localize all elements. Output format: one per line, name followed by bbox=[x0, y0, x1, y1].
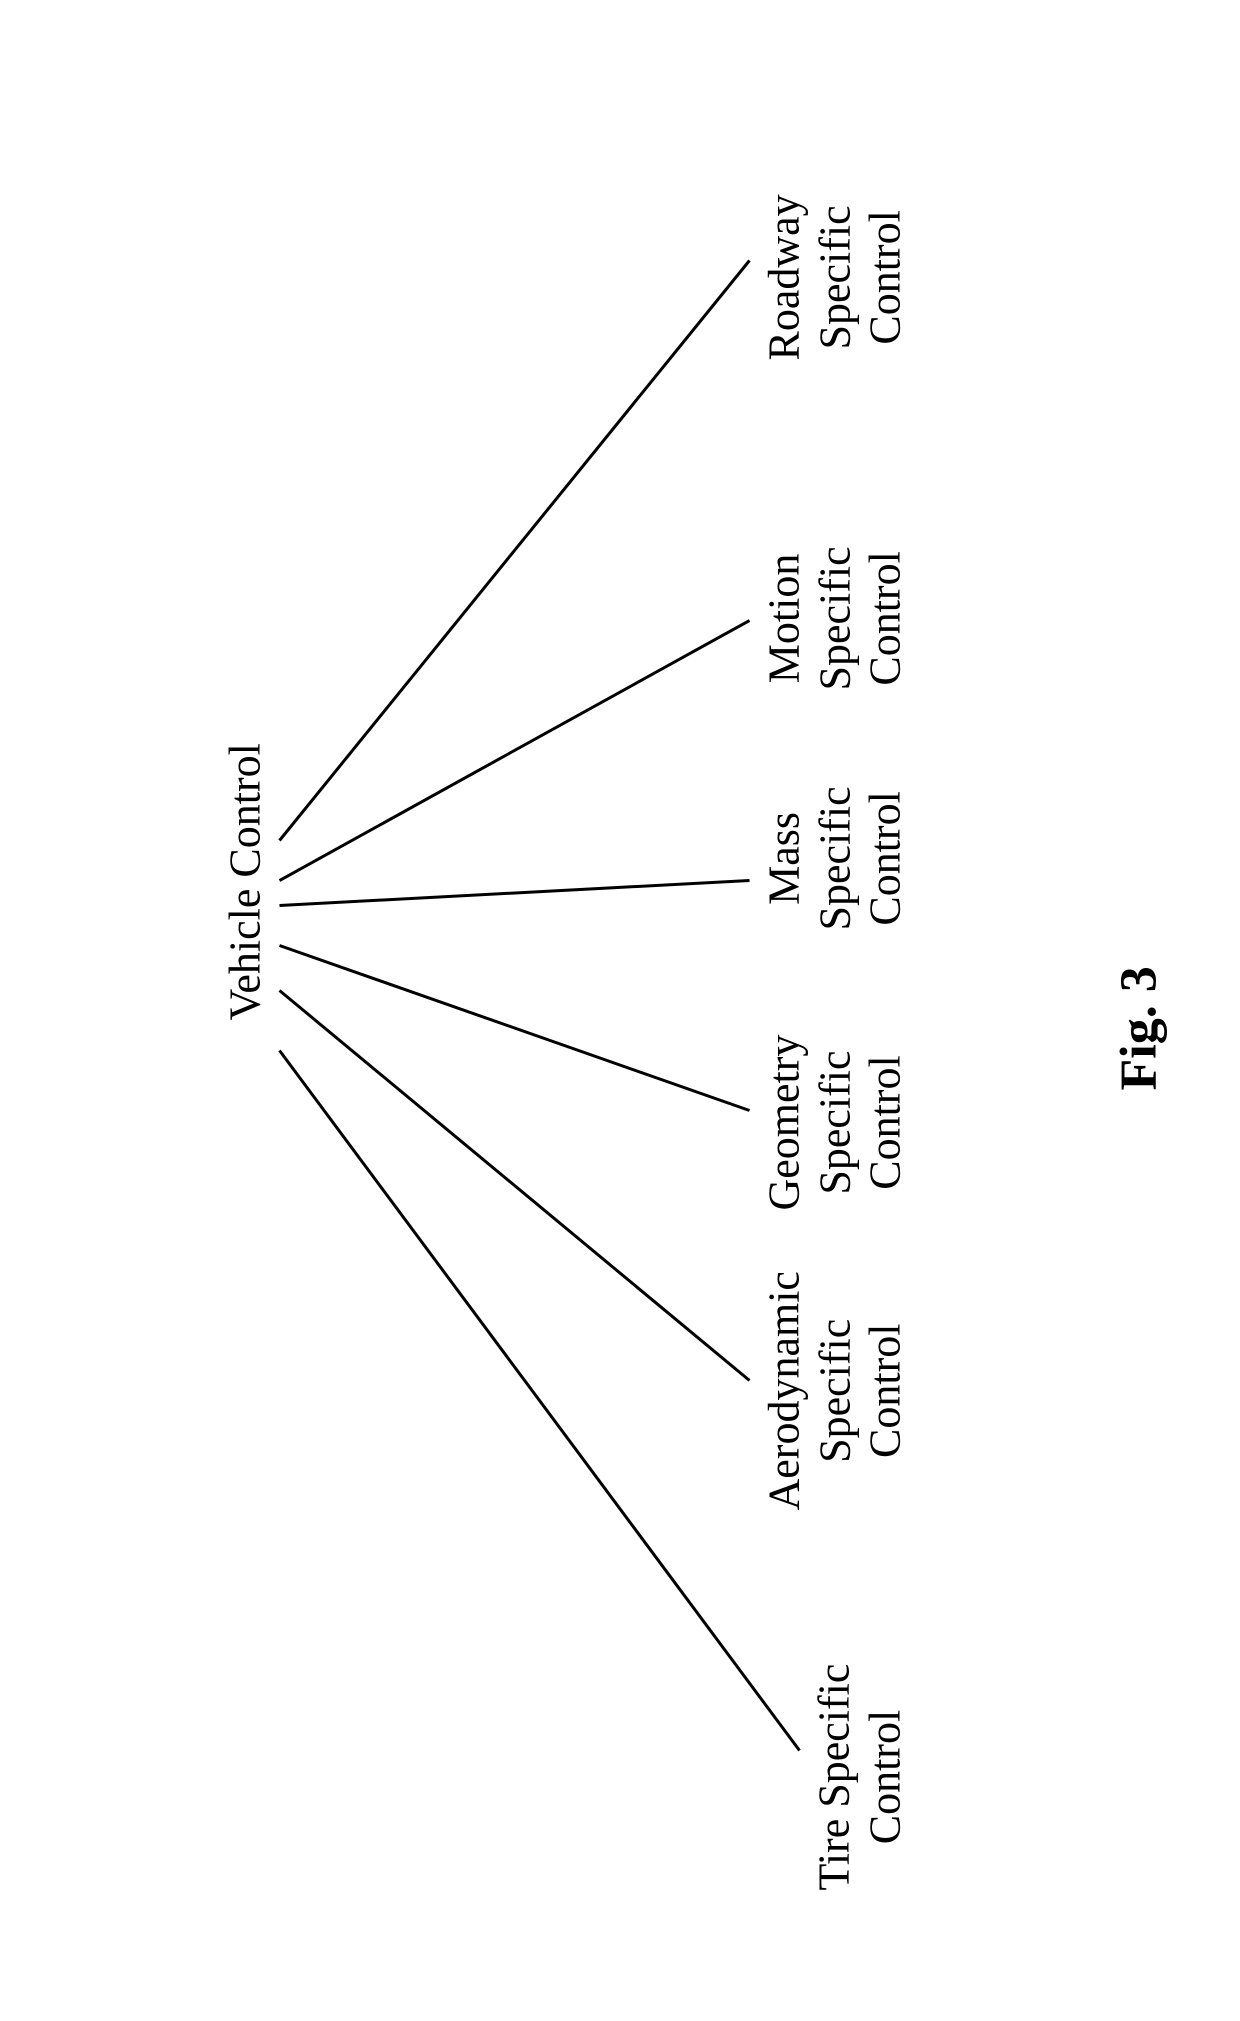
edge-3 bbox=[280, 881, 750, 906]
edge-4 bbox=[280, 621, 750, 881]
diagram-inner: Vehicle Control Tire SpecificControl Aero… bbox=[0, 0, 1240, 2021]
edge-5 bbox=[280, 261, 750, 841]
tree-edges-svg bbox=[0, 0, 1240, 2021]
edge-1 bbox=[280, 991, 750, 1381]
edge-0 bbox=[280, 1051, 800, 1751]
figure-caption: Fig. 3 bbox=[1110, 966, 1169, 1090]
root-node-label: Vehicle Control bbox=[220, 743, 271, 1020]
leaf-node-5: RoadwaySpecificControl bbox=[760, 194, 912, 360]
leaf-node-2: GeometrySpecificControl bbox=[760, 1035, 912, 1211]
leaf-node-3: MassSpecificControl bbox=[760, 786, 912, 930]
diagram-rotated-wrapper: Vehicle Control Tire SpecificControlAero… bbox=[0, 391, 1240, 1631]
edge-2 bbox=[280, 946, 750, 1111]
leaf-node-0: Tire SpecificControl bbox=[810, 1664, 911, 1891]
leaf-node-1: AerodynamicSpecificControl bbox=[760, 1271, 912, 1510]
leaf-node-4: MotionSpecificControl bbox=[760, 546, 912, 690]
